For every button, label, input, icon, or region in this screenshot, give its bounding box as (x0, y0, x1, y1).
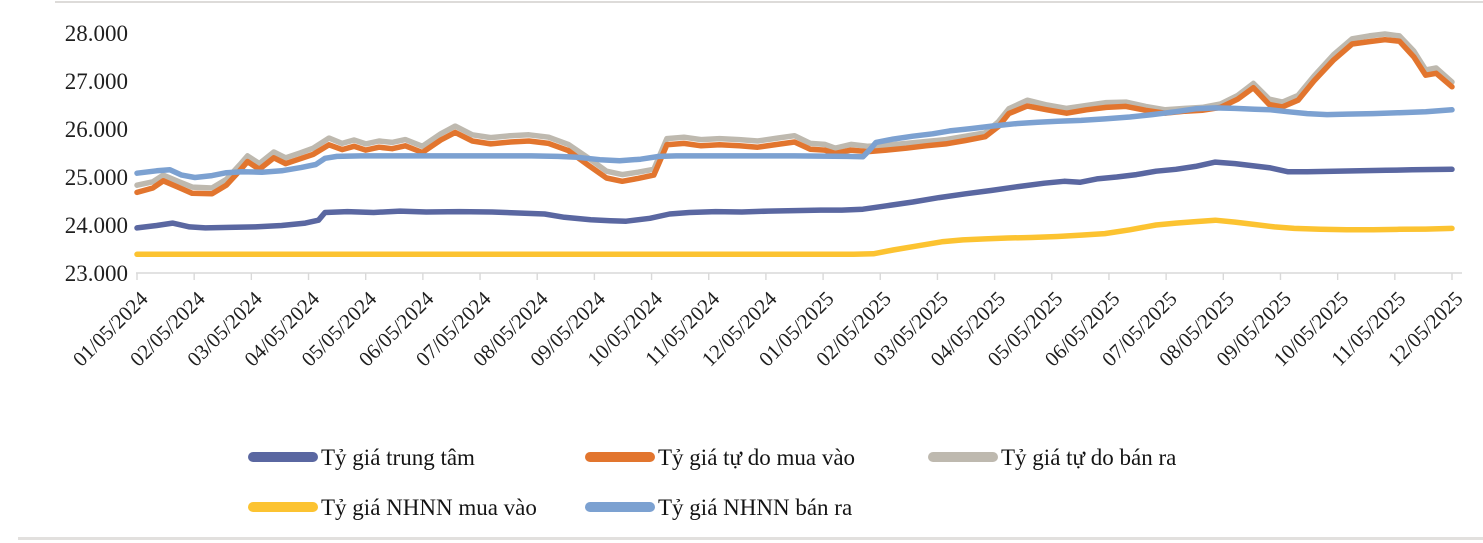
series-line-5 (134, 105, 1455, 181)
legend-item-ty-gia-tu-do-ban-ra: Tỷ giá tự do bán ra (928, 444, 1177, 470)
legend-item-ty-gia-tu-do-mua-vao: Tỷ giá tự do mua vào (585, 444, 856, 470)
top-divider (55, 1, 1483, 3)
y-tick-label: 25.000 (65, 165, 128, 190)
y-tick-label: 23.000 (65, 261, 128, 286)
y-tick-label: 28.000 (65, 21, 128, 46)
legend-label-nhnn-mua-vao: Tỷ giá NHNN mua vào (321, 494, 537, 520)
legend-label-tu-do-ban-ra: Tỷ giá tự do bán ra (1001, 444, 1177, 470)
legend-swatch-tu-do-ban-ra (928, 452, 998, 462)
axis-layer: 28.00027.00026.00025.00024.00023.00001/0… (65, 21, 1468, 371)
legend-swatch-nhnn-mua-vao (248, 502, 318, 512)
series-line-4 (134, 217, 1455, 258)
legend-item-ty-gia-nhnn-ban-ra: Tỷ giá NHNN bán ra (585, 494, 853, 520)
legend-label-nhnn-ban-ra: Tỷ giá NHNN bán ra (658, 494, 853, 520)
series-line-3 (134, 159, 1455, 231)
legend-swatch-trung-tam (248, 452, 318, 462)
legend-swatch-nhnn-ban-ra (585, 502, 655, 512)
series-layer (134, 31, 1455, 258)
legend-label-tu-do-mua-vao: Tỷ giá tự do mua vào (658, 444, 856, 470)
y-tick-label: 26.000 (65, 117, 128, 142)
series-line-2 (134, 36, 1455, 197)
legend-item-ty-gia-nhnn-mua-vao: Tỷ giá NHNN mua vào (248, 494, 537, 520)
legend-swatch-tu-do-mua-vao (585, 452, 655, 462)
y-tick-label: 24.000 (65, 213, 128, 238)
legend-item-ty-gia-trung-tam: Tỷ giá trung tâm (248, 444, 475, 470)
bottom-divider (18, 537, 1483, 540)
series-line-1 (134, 31, 1455, 191)
legend-label-trung-tam: Tỷ giá trung tâm (321, 444, 475, 470)
y-tick-label: 27.000 (65, 69, 128, 94)
